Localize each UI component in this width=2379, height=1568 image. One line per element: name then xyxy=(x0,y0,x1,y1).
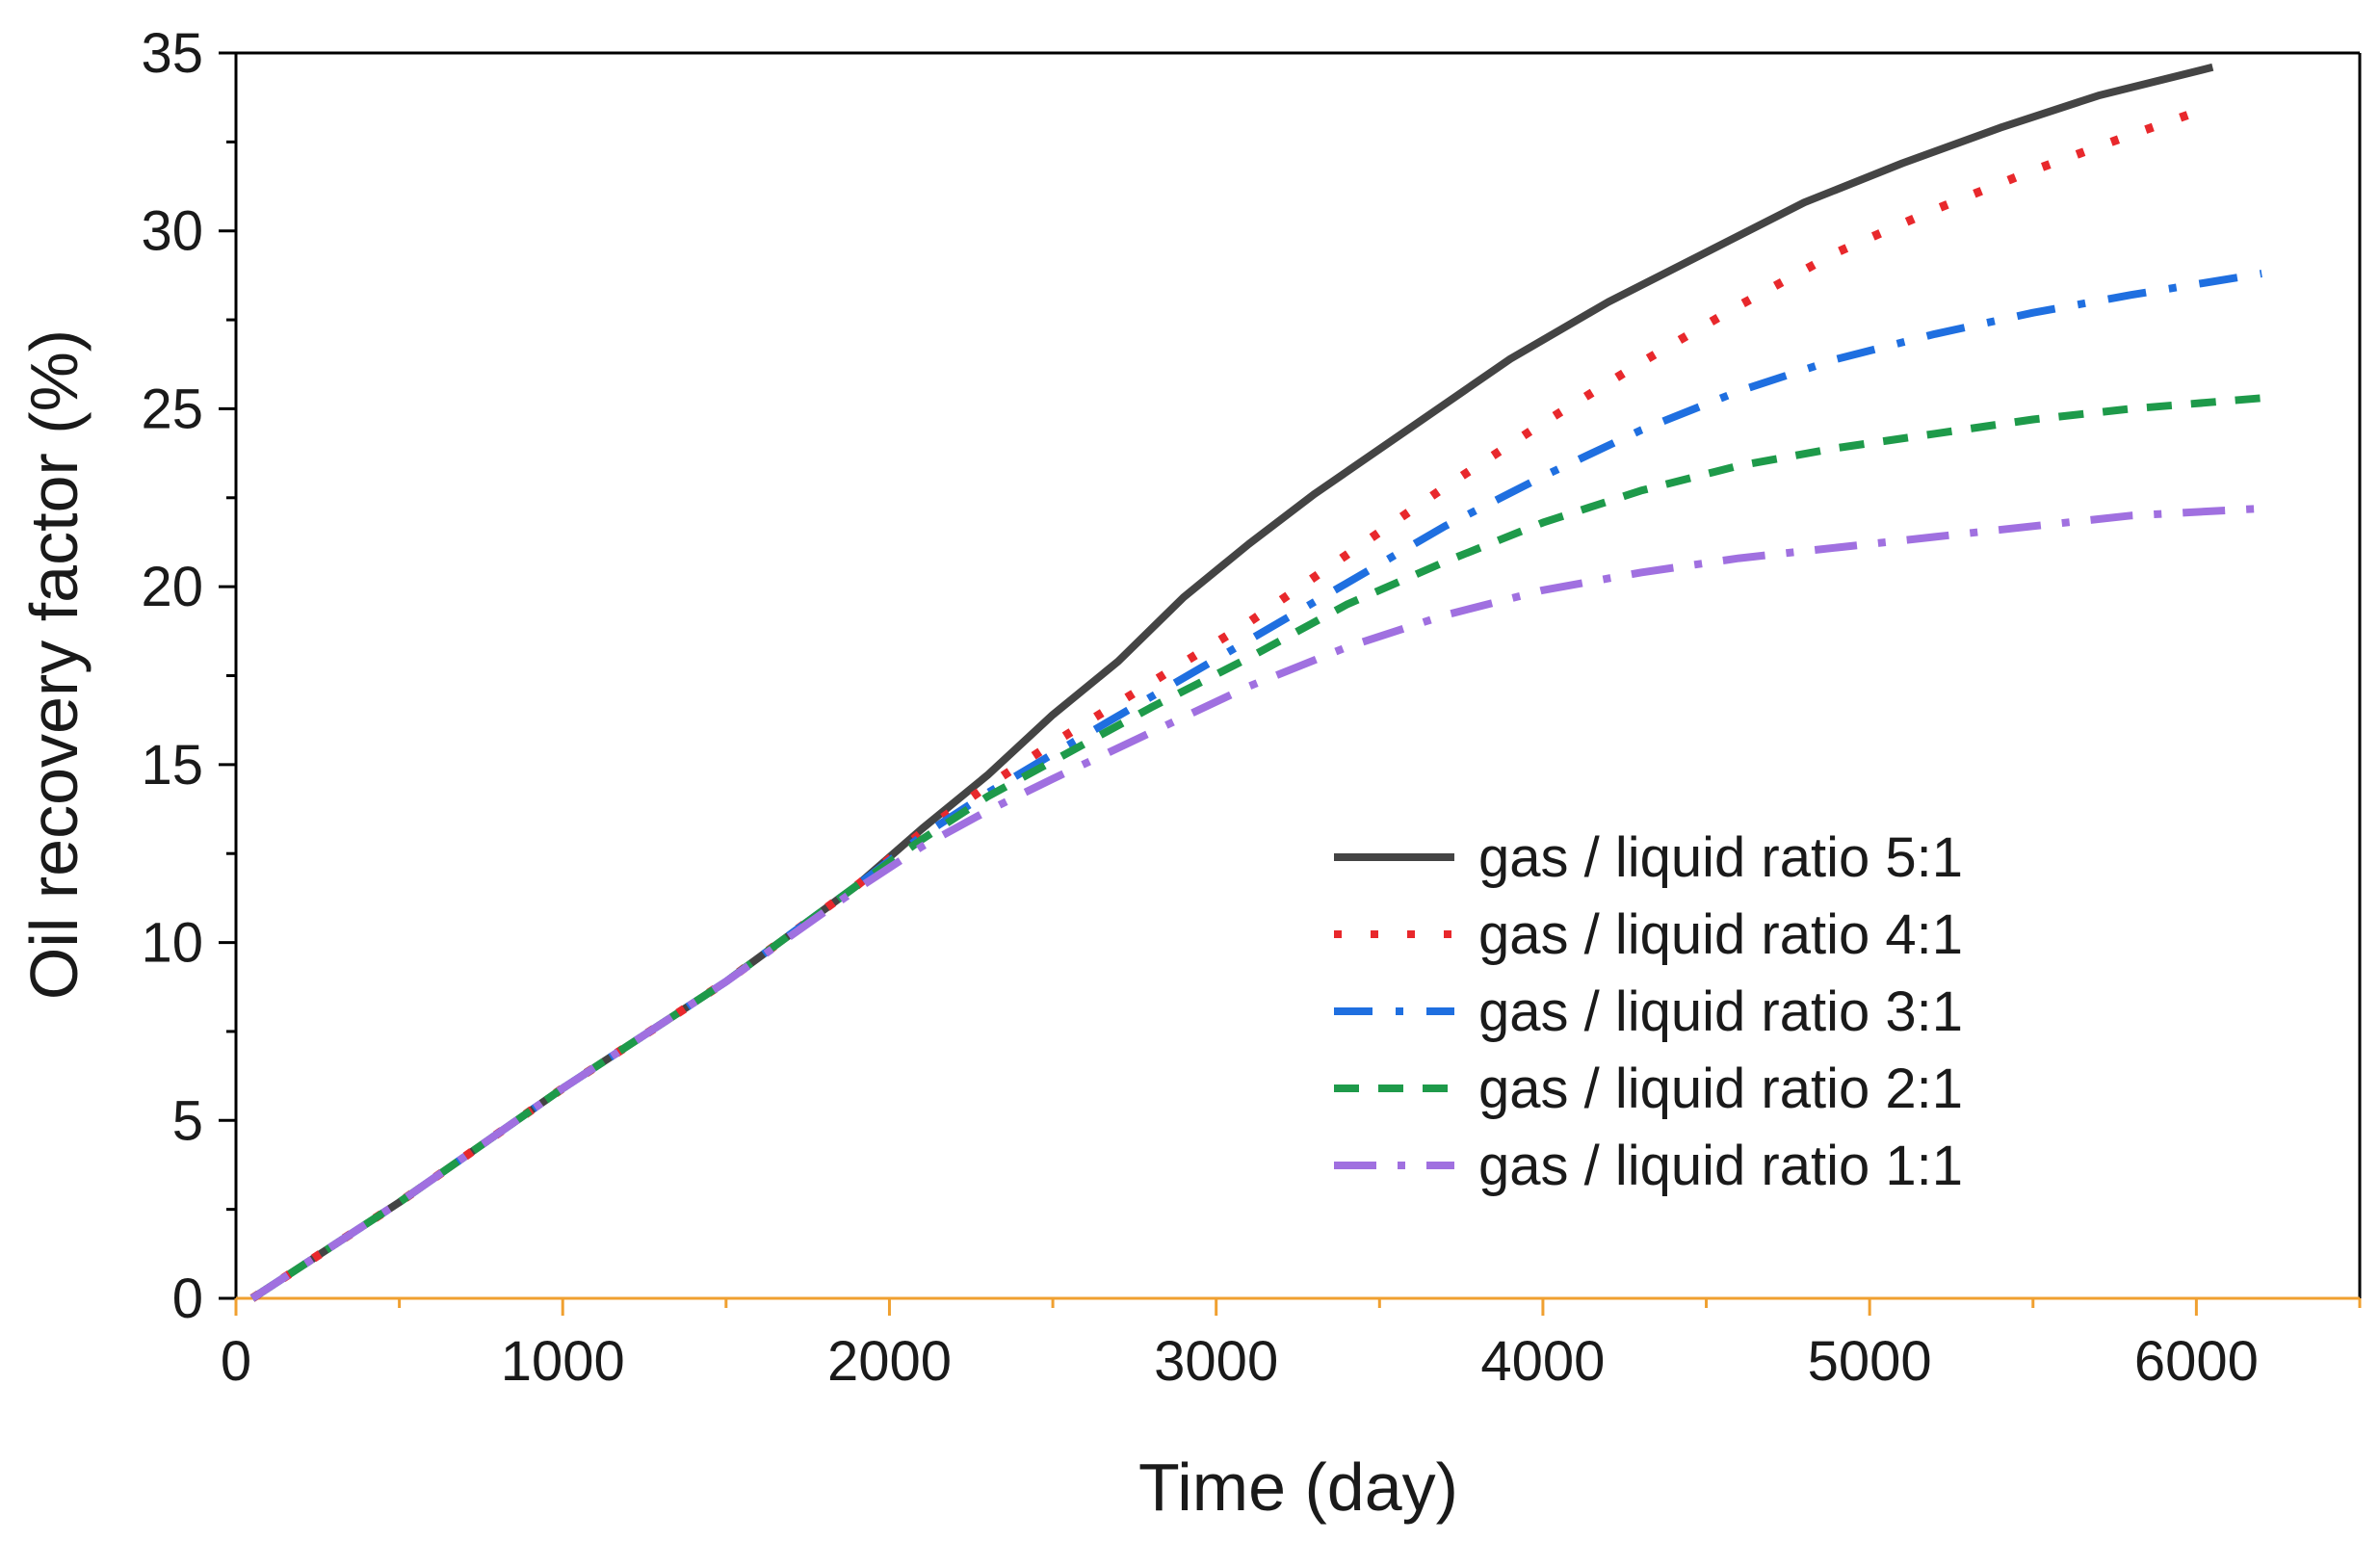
y-axis-title: Oil recovery factor (%) xyxy=(16,329,92,1000)
legend-label-5: gas / liquid ratio 1:1 xyxy=(1478,1135,1963,1197)
y-tick-label: 25 xyxy=(141,378,203,440)
legend-label-4: gas / liquid ratio 2:1 xyxy=(1478,1058,1963,1120)
x-tick-label: 3000 xyxy=(1154,1330,1278,1393)
y-tick-label: 15 xyxy=(141,734,203,797)
x-axis-title: Time (day) xyxy=(1138,1450,1458,1525)
legend: gas / liquid ratio 5:1 gas / liquid ratio… xyxy=(1334,826,1963,1197)
y-tick-label: 5 xyxy=(172,1089,203,1152)
series-layer xyxy=(249,63,2262,1302)
legend-label-1: gas / liquid ratio 5:1 xyxy=(1478,826,1963,889)
legend-label-3: gas / liquid ratio 3:1 xyxy=(1478,980,1963,1043)
x-tick-label: 0 xyxy=(221,1330,251,1393)
x-tick-label: 4000 xyxy=(1480,1330,1605,1393)
x-tick-label: 6000 xyxy=(2134,1330,2259,1393)
x-tick-label: 1000 xyxy=(501,1330,625,1393)
axes-layer: 0 5 10 15 20 25 30 35 0 1000 2000 3000 4000 5000 6000 xyxy=(141,22,2362,1393)
y-tick-label: 30 xyxy=(141,200,203,263)
y-tick-label: 20 xyxy=(141,556,203,618)
x-tick-label: 2000 xyxy=(827,1330,952,1393)
y-tick-label: 35 xyxy=(141,22,203,85)
y-tick-label: 0 xyxy=(172,1267,203,1330)
y-tick-label: 10 xyxy=(141,912,203,975)
x-tick-label: 5000 xyxy=(1808,1330,1932,1393)
series-line-5 xyxy=(249,504,2262,1302)
legend-label-2: gas / liquid ratio 4:1 xyxy=(1478,903,1963,966)
